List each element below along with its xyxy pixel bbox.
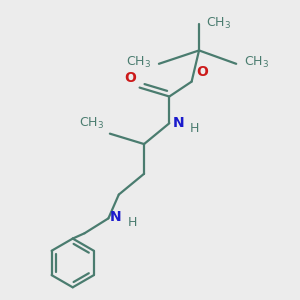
Text: CH$_3$: CH$_3$	[79, 116, 104, 131]
Text: N: N	[172, 116, 184, 130]
Text: CH$_3$: CH$_3$	[244, 55, 269, 70]
Text: N: N	[110, 210, 122, 224]
Text: CH$_3$: CH$_3$	[206, 16, 232, 31]
Text: O: O	[124, 71, 136, 85]
Text: CH$_3$: CH$_3$	[126, 55, 152, 70]
Text: O: O	[196, 65, 208, 79]
Text: H: H	[128, 216, 137, 229]
Text: H: H	[190, 122, 200, 135]
